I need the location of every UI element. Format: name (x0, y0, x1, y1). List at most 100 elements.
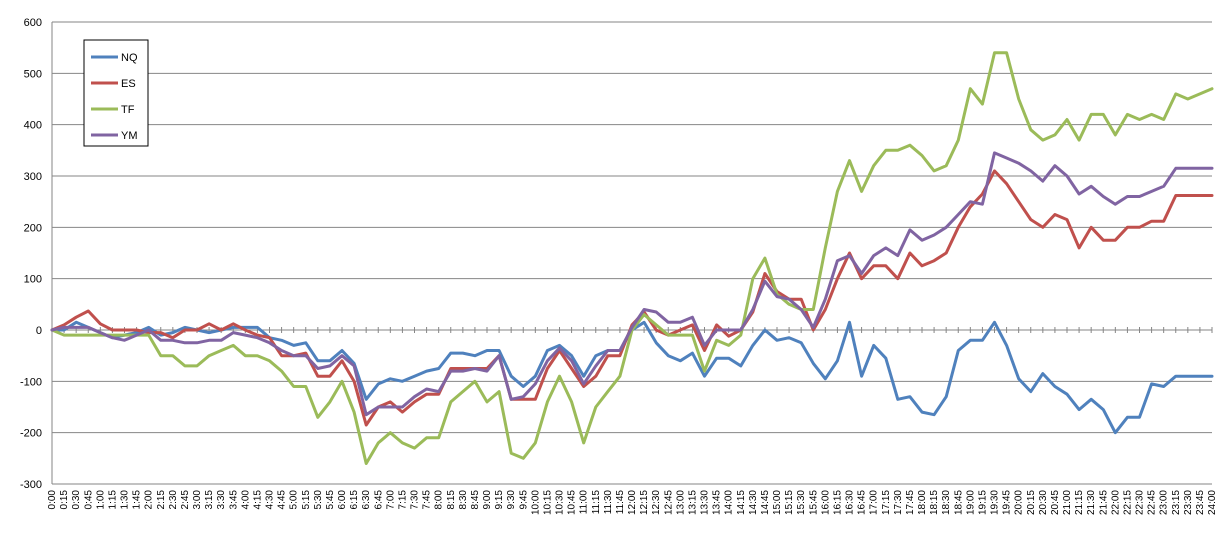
legend-label-ym: YM (121, 130, 138, 142)
x-tick-label: 5:30 (313, 490, 324, 510)
x-tick-label: 7:45 (422, 490, 433, 510)
x-tick-label: 18:00 (917, 490, 928, 515)
x-tick-label: 12:00 (627, 490, 638, 515)
x-tick-label: 3:00 (192, 490, 203, 510)
x-tick-label: 8:30 (458, 490, 469, 510)
x-tick-label: 2:30 (168, 490, 179, 510)
x-tick-label: 17:15 (881, 490, 892, 515)
x-tick-label: 19:15 (977, 490, 988, 515)
x-tick-label: 14:45 (760, 490, 771, 515)
gridlines (52, 21, 1212, 485)
legend: NQ ES TF YM (83, 39, 149, 147)
legend-label-tf: TF (121, 104, 135, 116)
y-tick-label: -300 (20, 479, 42, 491)
x-tick-label: 7:00 (385, 490, 396, 510)
x-tick-label: 24:00 (1207, 490, 1218, 515)
x-tick-label: 0:00 (47, 490, 58, 510)
x-tick-label: 22:30 (1135, 490, 1146, 515)
x-tick-label: 20:15 (1026, 490, 1037, 515)
x-tick-label: 6:45 (373, 490, 384, 510)
x-tick-label: 17:30 (893, 490, 904, 515)
legend-label-es: ES (121, 78, 136, 90)
x-tick-label: 2:15 (156, 490, 167, 510)
x-tick-label: 0:30 (71, 490, 82, 510)
x-tick-label: 16:45 (857, 490, 868, 515)
x-tick-label: 10:30 (555, 490, 566, 515)
x-tick-label: 0:45 (83, 490, 94, 510)
x-tick-label: 12:30 (651, 490, 662, 515)
y-tick-label: 0 (36, 325, 42, 337)
y-tick-label: 300 (24, 171, 42, 183)
x-tick-label: 16:15 (832, 490, 843, 515)
x-tick-label: 19:30 (990, 490, 1001, 515)
x-tick-label: 9:00 (482, 490, 493, 510)
y-tick-label: -100 (20, 376, 42, 388)
x-tick-label: 15:30 (796, 490, 807, 515)
x-tick-label: 6:15 (349, 490, 360, 510)
x-tick-label: 17:45 (905, 490, 916, 515)
x-tick-label: 22:15 (1122, 490, 1133, 515)
x-tick-label: 9:30 (506, 490, 517, 510)
x-tick-label: 20:45 (1050, 490, 1061, 515)
x-tick-label: 14:15 (736, 490, 747, 515)
x-tick-label: 11:30 (603, 490, 614, 515)
x-tick-label: 21:00 (1062, 490, 1073, 515)
x-tick-label: 1:00 (95, 490, 106, 510)
x-tick-label: 20:30 (1038, 490, 1049, 515)
x-tick-label: 10:00 (530, 490, 541, 515)
series-lines (50, 51, 1214, 465)
x-tick-label: 9:45 (518, 490, 529, 510)
x-tick-label: 18:30 (941, 490, 952, 515)
y-tick-label: 400 (24, 120, 42, 132)
x-tick-label: 2:00 (144, 490, 155, 510)
x-tick-label: 16:00 (820, 490, 831, 515)
y-tick-label: 500 (24, 68, 42, 80)
x-tick-label: 3:45 (228, 490, 239, 510)
x-tick-label: 20:00 (1014, 490, 1025, 515)
y-tick-label: 100 (24, 274, 42, 286)
x-tick-label: 5:15 (301, 490, 312, 510)
x-tick-label: 23:00 (1159, 490, 1170, 515)
x-tick-label: 11:45 (615, 490, 626, 515)
series-line-tf (50, 51, 1214, 465)
x-tick-label: 9:15 (494, 490, 505, 510)
series-line-ym (50, 151, 1214, 417)
x-tick-label: 18:45 (953, 490, 964, 515)
y-tick-label: -200 (20, 428, 42, 440)
x-tick-label: 1:30 (120, 490, 131, 510)
x-tick-label: 15:15 (784, 490, 795, 515)
x-tick-label: 1:15 (107, 490, 118, 510)
axes (51, 22, 1213, 484)
x-tick-label: 6:00 (337, 490, 348, 510)
series-line-es (50, 169, 1214, 427)
x-tick-label: 13:45 (712, 490, 723, 515)
x-tick-label: 17:00 (869, 490, 880, 515)
x-tick-label: 13:30 (700, 490, 711, 515)
x-tick-label: 15:00 (772, 490, 783, 515)
x-tick-label: 22:00 (1110, 490, 1121, 515)
x-tick-label: 3:15 (204, 490, 215, 510)
x-tick-label: 21:15 (1074, 490, 1085, 515)
y-tick-labels: 600 500 400 300 200 100 0 -100 -200 -300 (20, 17, 42, 491)
x-tick-labels: 0:00 0:15 0:30 0:45 1:00 1:15 1:30 1:45 2:00 2:15… (47, 490, 1218, 515)
x-tick-label: 8:15 (446, 490, 457, 510)
x-tick-label: 8:00 (434, 490, 445, 510)
x-tick-label: 19:45 (1002, 490, 1013, 515)
x-tick-label: 6:30 (361, 490, 372, 510)
y-tick-label: 200 (24, 222, 42, 234)
x-tick-label: 4:45 (277, 490, 288, 510)
x-tick-label: 7:15 (397, 490, 408, 510)
x-tick-label: 3:30 (216, 490, 227, 510)
x-tick-label: 4:15 (252, 490, 263, 510)
x-tick-label: 10:45 (567, 490, 578, 515)
x-tick-label: 23:15 (1171, 490, 1182, 515)
x-tick-label: 21:30 (1086, 490, 1097, 515)
y-tick-label: 600 (24, 17, 42, 29)
x-tick-label: 15:45 (808, 490, 819, 515)
x-tick-label: 2:45 (180, 490, 191, 510)
x-tick-label: 13:15 (687, 490, 698, 515)
x-tick-label: 4:30 (265, 490, 276, 510)
x-tick-label: 4:00 (240, 490, 251, 510)
x-tick-label: 23:45 (1195, 490, 1206, 515)
